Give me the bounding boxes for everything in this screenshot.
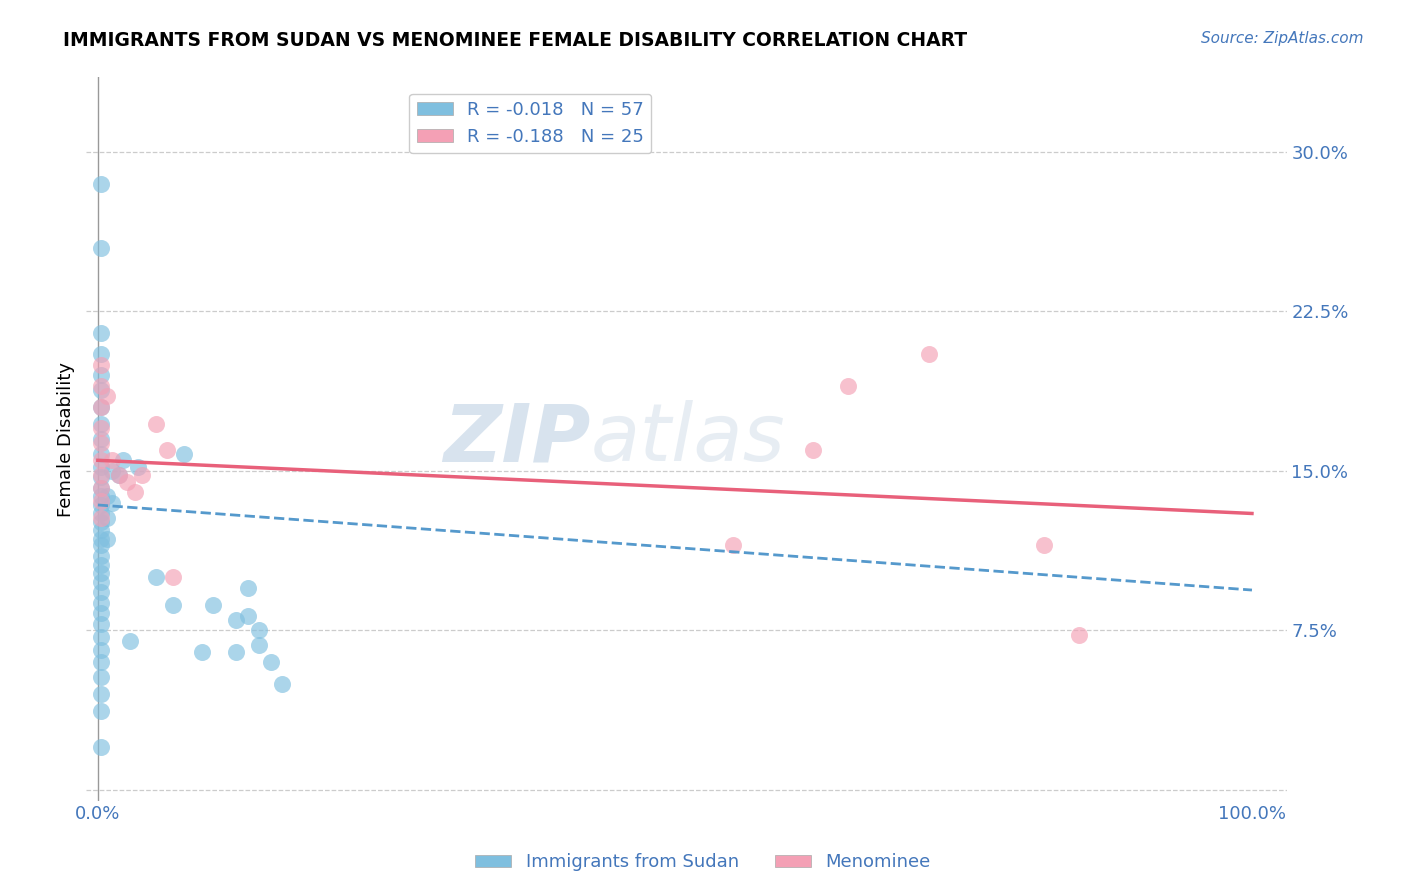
Point (721, 538, 744, 552)
Point (90, 468, 112, 483)
Point (918, 347, 941, 361)
Y-axis label: Female Disability: Female Disability (58, 361, 75, 516)
Point (236, 581, 259, 595)
Point (90, 532, 112, 546)
Point (90, 447, 112, 461)
Point (90, 538, 112, 552)
Point (90, 704, 112, 718)
Point (90, 515, 112, 529)
Point (90, 358, 112, 372)
Point (90, 383, 112, 397)
Point (90, 617, 112, 632)
Point (260, 656, 283, 670)
Point (90, 421, 112, 435)
Point (90, 417, 112, 431)
Text: atlas: atlas (591, 400, 785, 478)
Point (202, 598, 225, 612)
Point (1033, 538, 1056, 552)
Point (90, 481, 112, 495)
Point (90, 574, 112, 589)
Point (90, 585, 112, 599)
Point (225, 645, 247, 659)
Point (90, 177, 112, 191)
Text: Source: ZipAtlas.com: Source: ZipAtlas.com (1201, 31, 1364, 46)
Point (271, 676, 294, 690)
Point (1067, 628, 1090, 642)
Point (127, 459, 149, 474)
Point (90, 549, 112, 563)
Point (120, 634, 142, 648)
Point (90, 400, 112, 414)
Point (90, 656, 112, 670)
Point (90, 642, 112, 657)
Point (90, 630, 112, 644)
Point (112, 453, 135, 467)
Point (96, 490, 118, 504)
Point (96, 389, 118, 403)
Point (225, 613, 247, 627)
Point (90, 326, 112, 340)
Point (90, 470, 112, 484)
Point (90, 607, 112, 621)
Point (96, 532, 118, 546)
Point (115, 475, 138, 489)
Point (90, 498, 112, 512)
Point (236, 608, 259, 623)
Point (837, 379, 859, 393)
Point (162, 570, 184, 584)
Point (249, 624, 271, 638)
Point (90, 687, 112, 701)
Point (131, 468, 153, 483)
Point (90, 670, 112, 684)
Point (107, 468, 129, 483)
Point (96, 510, 118, 524)
Point (124, 485, 146, 500)
Point (145, 417, 167, 431)
Point (90, 241, 112, 255)
Point (100, 464, 122, 478)
Point (90, 490, 112, 504)
Point (90, 566, 112, 580)
Point (90, 740, 112, 755)
Point (162, 598, 184, 612)
Point (803, 442, 825, 457)
Point (90, 558, 112, 572)
Point (90, 368, 112, 383)
Point (249, 638, 271, 652)
Point (90, 453, 112, 467)
Point (173, 447, 195, 461)
Point (90, 347, 112, 361)
Point (90, 524, 112, 538)
Point (90, 507, 112, 521)
Text: ZIP: ZIP (443, 400, 591, 478)
Point (107, 468, 129, 483)
Point (145, 570, 167, 584)
Point (100, 496, 122, 510)
Point (90, 379, 112, 393)
Legend: R = -0.018   N = 57, R = -0.188   N = 25: R = -0.018 N = 57, R = -0.188 N = 25 (409, 94, 651, 153)
Point (156, 442, 179, 457)
Point (90, 459, 112, 474)
Text: IMMIGRANTS FROM SUDAN VS MENOMINEE FEMALE DISABILITY CORRELATION CHART: IMMIGRANTS FROM SUDAN VS MENOMINEE FEMAL… (63, 31, 967, 50)
Point (90, 510, 112, 524)
Point (90, 400, 112, 414)
Point (100, 453, 122, 467)
Point (90, 481, 112, 495)
Legend: Immigrants from Sudan, Menominee: Immigrants from Sudan, Menominee (468, 847, 938, 879)
Point (190, 645, 212, 659)
Point (90, 493, 112, 508)
Point (90, 436, 112, 450)
Point (90, 432, 112, 446)
Point (90, 596, 112, 610)
